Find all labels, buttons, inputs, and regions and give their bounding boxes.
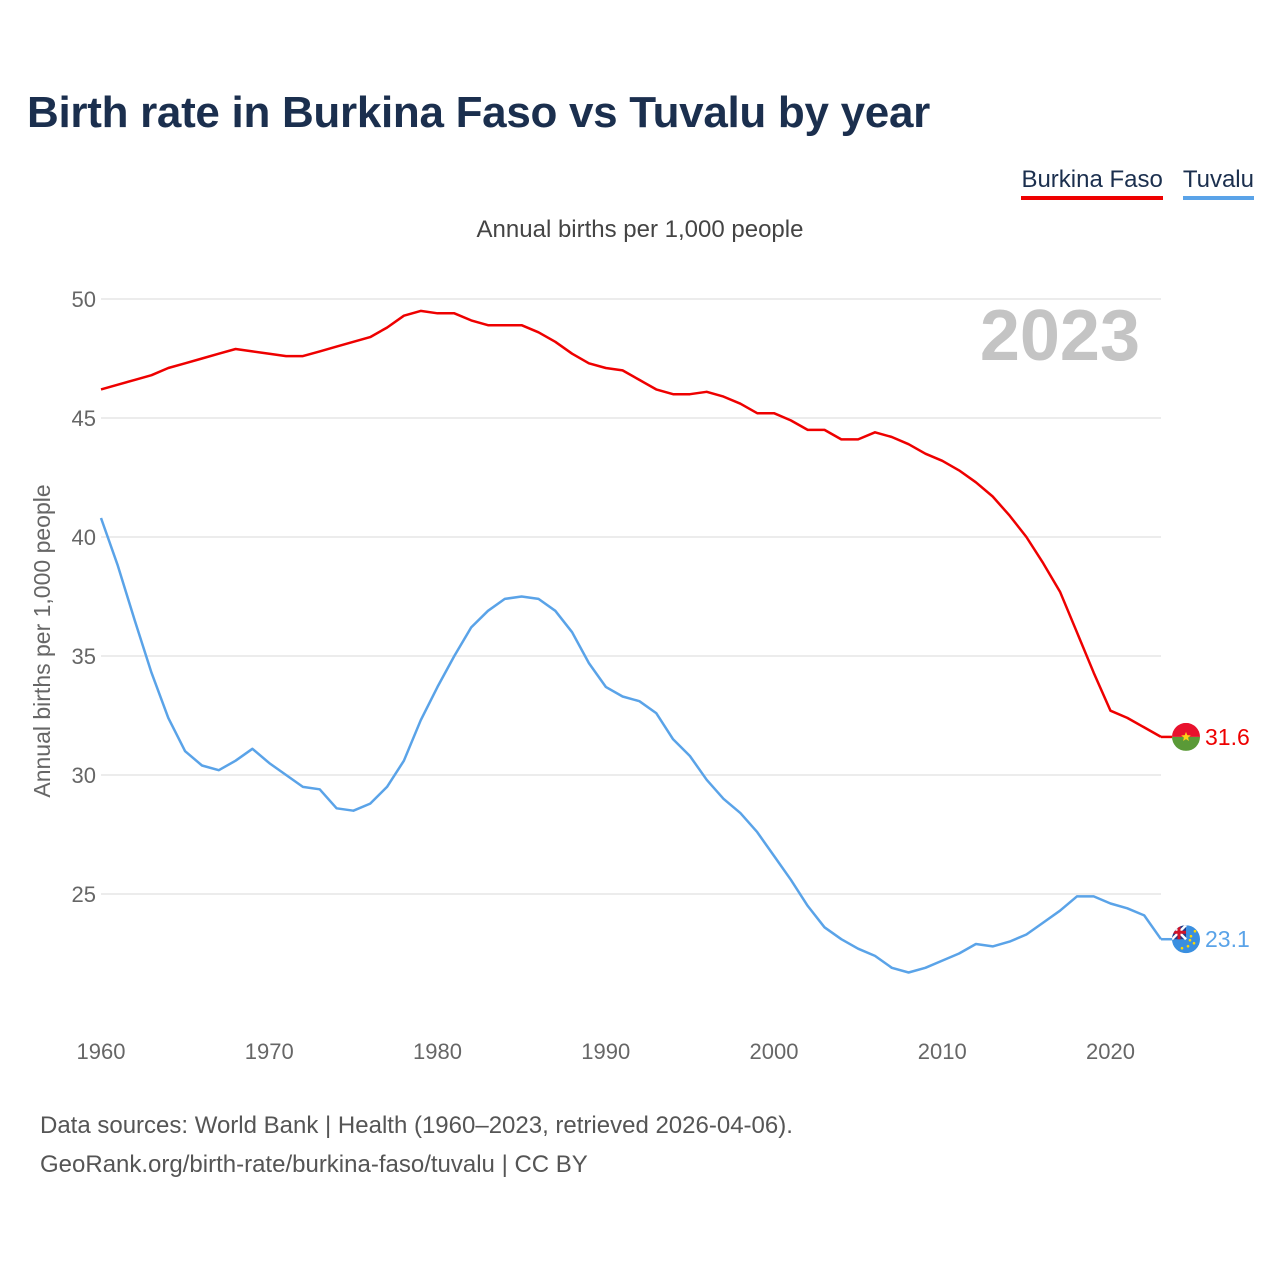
end-value-label-burkina-faso: 31.6 [1205, 724, 1250, 750]
source-url[interactable]: GeoRank.org/birth-rate/burkina-faso/tuva… [40, 1151, 588, 1178]
end-value-label-tuvalu: 23.1 [1205, 926, 1250, 952]
footer: Data sources: World Bank | Health (1960–… [40, 1106, 793, 1184]
legend-item-burkina-faso[interactable]: Burkina Faso [1021, 166, 1163, 200]
y-axis-label: Annual births per 1,000 people [29, 484, 55, 797]
flag-tuvalu-icon [1172, 925, 1200, 954]
chart-subtitle: Annual births per 1,000 people [476, 216, 804, 243]
x-tick-label-1980: 1980 [413, 1039, 462, 1064]
legend: Burkina Faso Tuvalu [1021, 166, 1254, 200]
x-tick-label-1960: 1960 [77, 1039, 126, 1064]
flag-burkina-faso-icon [1172, 722, 1200, 751]
y-tick-label-30: 30 [72, 763, 96, 788]
x-tick-label-2000: 2000 [750, 1039, 799, 1064]
line-chart: 25 30 35 40 45 50 1960 1970 1980 1990 2000 2010 2020… [29, 287, 1250, 1064]
chart-title: Birth rate in Burkina Faso vs Tuvalu by … [27, 88, 930, 137]
y-tick-label-40: 40 [72, 525, 96, 550]
x-tick-label-2020: 2020 [1086, 1039, 1135, 1064]
legend-item-tuvalu[interactable]: Tuvalu [1182, 166, 1254, 200]
x-tick-label-1990: 1990 [581, 1039, 630, 1064]
y-tick-label-45: 45 [72, 406, 96, 431]
x-tick-label-2010: 2010 [918, 1039, 967, 1064]
y-tick-label-25: 25 [72, 882, 96, 907]
y-tick-label-35: 35 [72, 644, 96, 669]
data-source-note: Data sources: World Bank | Health (1960–… [40, 1112, 793, 1139]
y-tick-label-50: 50 [72, 287, 96, 312]
x-tick-label-1970: 1970 [245, 1039, 294, 1064]
series-line-burkina-faso [100, 309, 1162, 738]
series-line-tuvalu [99, 517, 1163, 974]
year-watermark: 2023 [980, 296, 1140, 376]
